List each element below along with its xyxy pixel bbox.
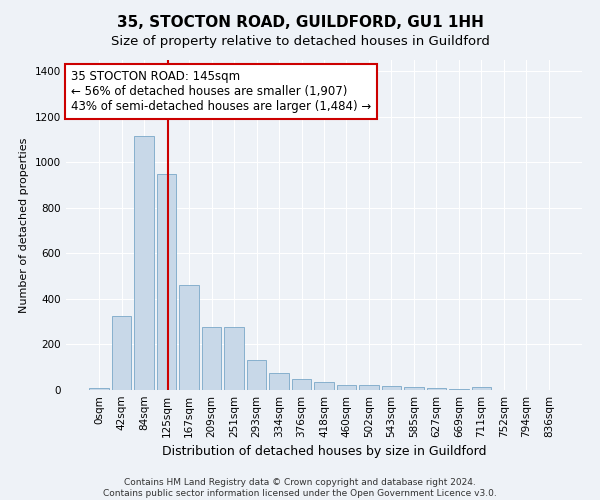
Bar (202, 328, 221, 390)
Bar (224, 328, 244, 390)
Text: Size of property relative to detached houses in Guildford: Size of property relative to detached ho… (110, 35, 490, 48)
X-axis label: Distribution of detached houses by size in Guildford: Distribution of detached houses by size … (162, 446, 486, 458)
Bar (157, 174, 176, 390)
Bar (247, 360, 266, 390)
Bar (89, 388, 109, 390)
Bar (292, 379, 311, 390)
Bar (337, 386, 356, 390)
Text: 35 STOCTON ROAD: 145sqm
← 56% of detached houses are smaller (1,907)
43% of semi: 35 STOCTON ROAD: 145sqm ← 56% of detache… (71, 70, 371, 113)
Bar (449, 389, 469, 390)
Bar (314, 382, 334, 390)
Bar (472, 386, 491, 390)
Text: 35, STOCTON ROAD, GUILDFORD, GU1 1HH: 35, STOCTON ROAD, GUILDFORD, GU1 1HH (116, 15, 484, 30)
Text: Contains HM Land Registry data © Crown copyright and database right 2024.
Contai: Contains HM Land Registry data © Crown c… (103, 478, 497, 498)
Bar (134, 136, 154, 390)
Bar (427, 388, 446, 390)
Bar (269, 373, 289, 390)
Bar (404, 388, 424, 390)
Bar (359, 386, 379, 390)
Bar (382, 386, 401, 390)
Bar (112, 316, 131, 390)
Bar (179, 286, 199, 390)
Y-axis label: Number of detached properties: Number of detached properties (19, 138, 29, 312)
